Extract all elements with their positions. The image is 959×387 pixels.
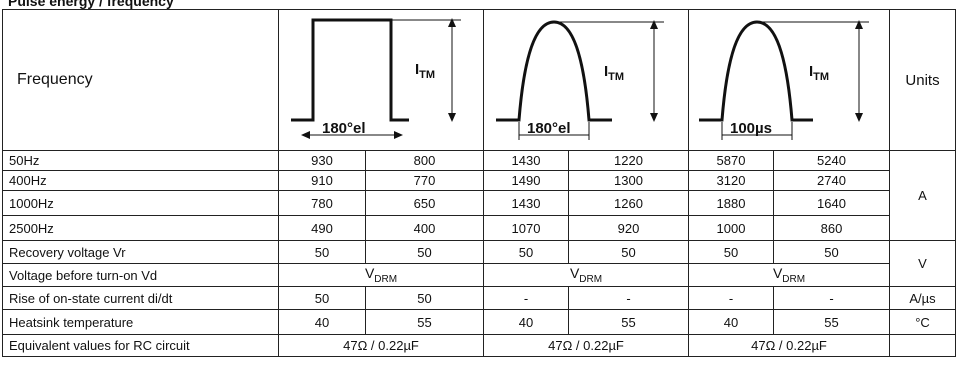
cell-value: 910 xyxy=(278,170,366,191)
cell-value: 1430 xyxy=(483,150,569,171)
cell-value: 47Ω / 0.22µF xyxy=(688,334,890,357)
unit-cell: °C xyxy=(889,309,956,335)
cell-value: 920 xyxy=(568,215,689,241)
cell-value: 780 xyxy=(278,190,366,216)
row-label: 400Hz xyxy=(2,170,279,191)
unit-cell xyxy=(889,334,956,357)
table-row: Heatsink temperature 40 55 40 55 40 55 °… xyxy=(2,309,956,335)
unit-cell: A/µs xyxy=(889,286,956,310)
cell-value: 55 xyxy=(773,309,890,335)
cell-value: - xyxy=(483,286,569,310)
row-label: Recovery voltage Vr xyxy=(2,240,279,264)
cell-value: 50 xyxy=(483,240,569,264)
table-row: 400Hz 910 770 1490 1300 3120 2740 xyxy=(2,170,956,191)
cell-value: 1070 xyxy=(483,215,569,241)
peak-current-label: ITM xyxy=(415,61,435,81)
table-row: Recovery voltage Vr 50 50 50 50 50 50 V xyxy=(2,240,956,287)
cell-value: - xyxy=(568,286,689,310)
cell-value: 650 xyxy=(365,190,484,216)
cell-value: 1880 xyxy=(688,190,774,216)
sine-pulse-header: 180°el ITM xyxy=(483,9,689,151)
cell-value: 50 xyxy=(365,286,484,310)
cell-value: 1000 xyxy=(688,215,774,241)
vdrm-value: VDRM xyxy=(483,263,689,287)
rectangular-pulse-icon: 180°el ITM xyxy=(291,18,461,139)
table-row: Voltage before turn-on Vd VDRM VDRM VDRM xyxy=(2,263,956,287)
cell-value: 1300 xyxy=(568,170,689,191)
cell-value: 40 xyxy=(688,309,774,335)
row-label: 50Hz xyxy=(2,150,279,171)
unit-cell: A xyxy=(889,150,956,241)
table-title: Pulse energy / frequency xyxy=(8,0,174,9)
vdrm-value: VDRM xyxy=(278,263,484,287)
units-header: Units xyxy=(889,9,956,151)
cell-value: 40 xyxy=(483,309,569,335)
cell-value: 47Ω / 0.22µF xyxy=(278,334,484,357)
row-label: 1000Hz xyxy=(2,190,279,216)
frequency-rating-table: Frequency 180°el ITM xyxy=(2,9,956,357)
cell-value: 800 xyxy=(365,150,484,171)
table-row: 2500Hz 490 400 1070 920 1000 860 xyxy=(2,215,956,241)
pulse-width-label: 100µs xyxy=(730,120,772,137)
cell-value: 50 xyxy=(278,240,366,264)
table-row: 50Hz 930 800 1430 1220 5870 5240 A xyxy=(2,150,956,241)
cell-value: 50 xyxy=(568,240,689,264)
cell-value: 3120 xyxy=(688,170,774,191)
row-label: Heatsink temperature xyxy=(2,309,279,335)
cell-value: 1430 xyxy=(483,190,569,216)
header-row: Frequency 180°el ITM xyxy=(2,9,956,151)
cell-value: 1640 xyxy=(773,190,890,216)
cell-value: 50 xyxy=(773,240,890,264)
cell-value: 47Ω / 0.22µF xyxy=(483,334,689,357)
cell-value: 770 xyxy=(365,170,484,191)
peak-current-label: ITM xyxy=(604,63,624,83)
pulse-width-label: 180°el xyxy=(322,120,366,137)
cell-value: 930 xyxy=(278,150,366,171)
cell-value: 55 xyxy=(365,309,484,335)
cell-value: 5870 xyxy=(688,150,774,171)
short-sine-pulse-header: 100µs ITM xyxy=(688,9,890,151)
cell-value: 1260 xyxy=(568,190,689,216)
row-label: Equivalent values for RC circuit xyxy=(2,334,279,357)
cell-value: 50 xyxy=(365,240,484,264)
frequency-header: Frequency xyxy=(2,9,279,151)
cell-value: - xyxy=(688,286,774,310)
table-row: 1000Hz 780 650 1430 1260 1880 1640 xyxy=(2,190,956,216)
cell-value: 1490 xyxy=(483,170,569,191)
cell-value: 1220 xyxy=(568,150,689,171)
pulse-width-label: 180°el xyxy=(527,120,571,137)
cell-value: 400 xyxy=(365,215,484,241)
vdrm-value: VDRM xyxy=(688,263,890,287)
cell-value: 490 xyxy=(278,215,366,241)
row-label: Voltage before turn-on Vd xyxy=(2,263,279,287)
table-row: Rise of on-state current di/dt 50 50 - -… xyxy=(2,286,956,310)
cell-value: 5240 xyxy=(773,150,890,171)
cell-value: 50 xyxy=(688,240,774,264)
cell-value: 2740 xyxy=(773,170,890,191)
cell-value: 860 xyxy=(773,215,890,241)
peak-current-label: ITM xyxy=(809,63,829,83)
half-sine-pulse-icon: 180°el ITM xyxy=(496,20,664,140)
unit-cell: V xyxy=(889,240,956,287)
rectangular-pulse-header: 180°el ITM xyxy=(278,9,484,151)
cell-value: - xyxy=(773,286,890,310)
cell-value: 55 xyxy=(568,309,689,335)
short-sine-pulse-icon: 100µs ITM xyxy=(699,20,869,140)
cell-value: 50 xyxy=(278,286,366,310)
row-label: 2500Hz xyxy=(2,215,279,241)
table-row: Equivalent values for RC circuit 47Ω / 0… xyxy=(2,334,956,357)
row-label: Rise of on-state current di/dt xyxy=(2,286,279,310)
cell-value: 40 xyxy=(278,309,366,335)
